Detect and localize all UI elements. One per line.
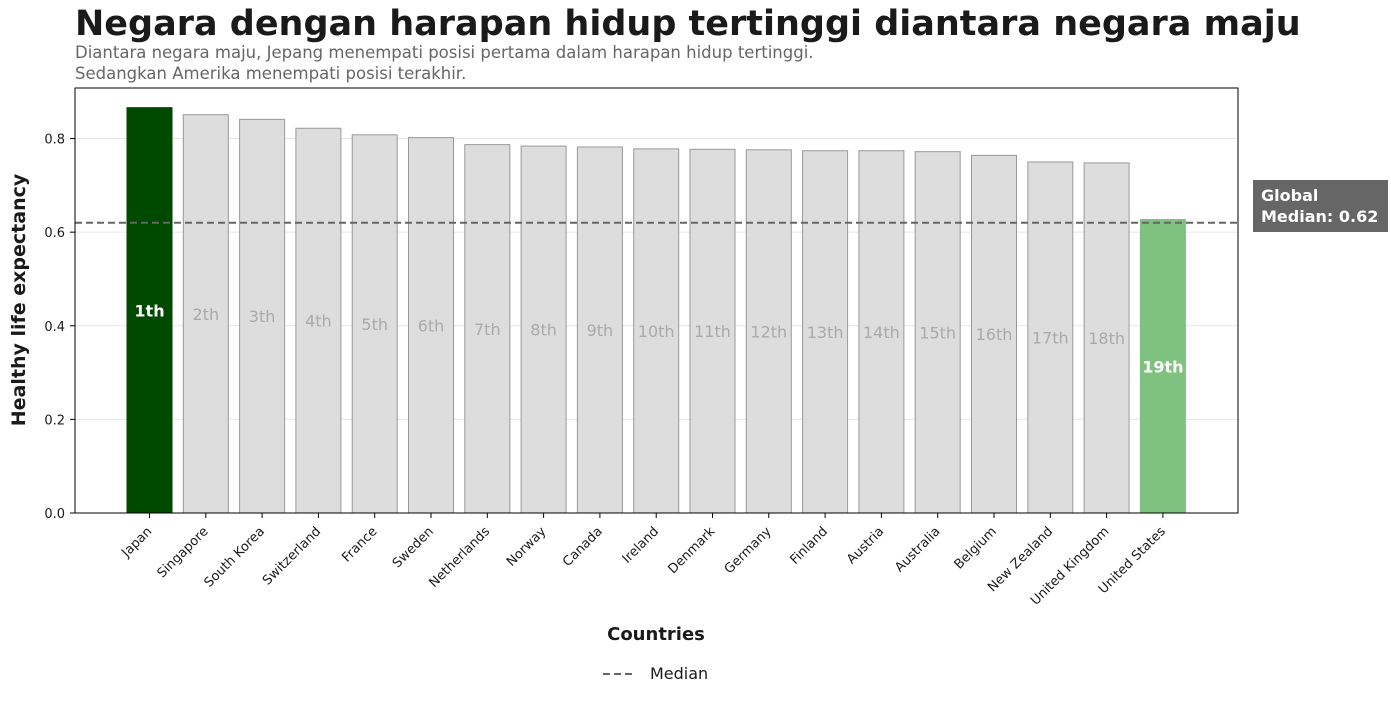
chart-subtitle: Diantara negara maju, Jepang menempati p… (75, 42, 814, 84)
x-tick-label: Netherlands (426, 524, 493, 591)
y-axis-label: Healthy life expectancy (8, 173, 30, 426)
bar (971, 154, 1017, 514)
y-tick-label: 0.0 (44, 507, 65, 522)
x-tick-label: Denmark (665, 524, 718, 577)
bar-rank-label: 4th (305, 312, 332, 331)
bar (464, 144, 511, 514)
bar-rank-label: 6th (418, 316, 445, 335)
x-tick-label: Germany (722, 524, 775, 577)
y-tick-label: 0.4 (44, 320, 65, 335)
median-annotation-text: Global (1261, 186, 1318, 205)
bar (182, 114, 229, 514)
bar (126, 107, 173, 514)
y-tick-label: 0.6 (44, 226, 65, 241)
y-axis-ticks: 0.0 0.2 0.4 0.6 0.8 (44, 133, 75, 522)
bar-rank-label: 16th (976, 325, 1013, 344)
x-tick-label: Sweden (390, 524, 437, 571)
bar (1139, 219, 1186, 514)
bar-rank-label: 3th (249, 307, 276, 326)
x-tick-label: Ireland (620, 524, 662, 566)
legend: Median (603, 664, 708, 683)
bar (1083, 162, 1130, 514)
bar (351, 134, 398, 514)
chart-title: Negara dengan harapan hidup tertinggi di… (75, 4, 1301, 44)
bar (633, 148, 680, 514)
bar-rank-label: 2th (193, 305, 220, 324)
bar-rank-label: 17th (1032, 328, 1069, 347)
chart-subtitle-line-2: Sedangkan Amerika menempati posisi terak… (75, 64, 467, 83)
bar (408, 137, 454, 514)
y-tick-label: 0.2 (44, 413, 65, 428)
x-tick-label: South Korea (202, 524, 268, 590)
bar-rank-label: 9th (587, 321, 614, 340)
bar-rank-label: 15th (919, 323, 956, 342)
bar (802, 150, 849, 514)
bar (858, 150, 905, 514)
bar (295, 127, 342, 514)
bar-rank-label: 14th (863, 323, 900, 342)
bar (1027, 161, 1074, 514)
bar (745, 149, 792, 514)
x-tick-label: Switzerland (260, 524, 324, 588)
x-axis-label: Countries (607, 624, 705, 645)
x-tick-label: Norway (504, 524, 550, 570)
x-tick-label: Canada (560, 524, 606, 570)
bar-rank-label: 10th (638, 322, 675, 341)
chart-subtitle-line-1: Diantara negara maju, Jepang menempati p… (75, 43, 814, 62)
bar-rank-label: 12th (750, 322, 787, 341)
median-annotation: Global Median: 0.62 (1253, 180, 1388, 232)
bar-rank-label: 1th (134, 301, 164, 320)
bar-rank-label: 5th (361, 315, 388, 334)
bar-rank-label: 18th (1088, 329, 1125, 348)
y-tick-label: 0.8 (44, 133, 65, 148)
bars: 1th 2th 3th 4th 5th 6th 7th 8th 9th 10th 11th 12th 1… (126, 107, 1186, 514)
x-tick-label: Belgium (952, 524, 1000, 572)
bar (689, 148, 736, 514)
legend-median-label: Median (650, 664, 708, 683)
median-annotation-text: Median: 0.62 (1261, 207, 1378, 226)
x-tick-label: France (339, 524, 380, 565)
bar-rank-label: 7th (474, 320, 501, 339)
median-annotation-box (1253, 180, 1388, 232)
bar (576, 146, 623, 514)
bar (914, 151, 961, 514)
x-tick-label: Australia (892, 524, 943, 575)
x-tick-label: Austria (844, 524, 887, 567)
bar-rank-label: 13th (807, 323, 844, 342)
x-tick-label: Finland (787, 524, 830, 567)
x-tick-label: Japan (118, 524, 155, 561)
bar-rank-label: 19th (1142, 357, 1183, 376)
x-tick-label: Singapore (155, 524, 212, 581)
bar-rank-label: 8th (530, 321, 557, 340)
bar-rank-label: 11th (694, 322, 731, 341)
bar (239, 118, 286, 514)
